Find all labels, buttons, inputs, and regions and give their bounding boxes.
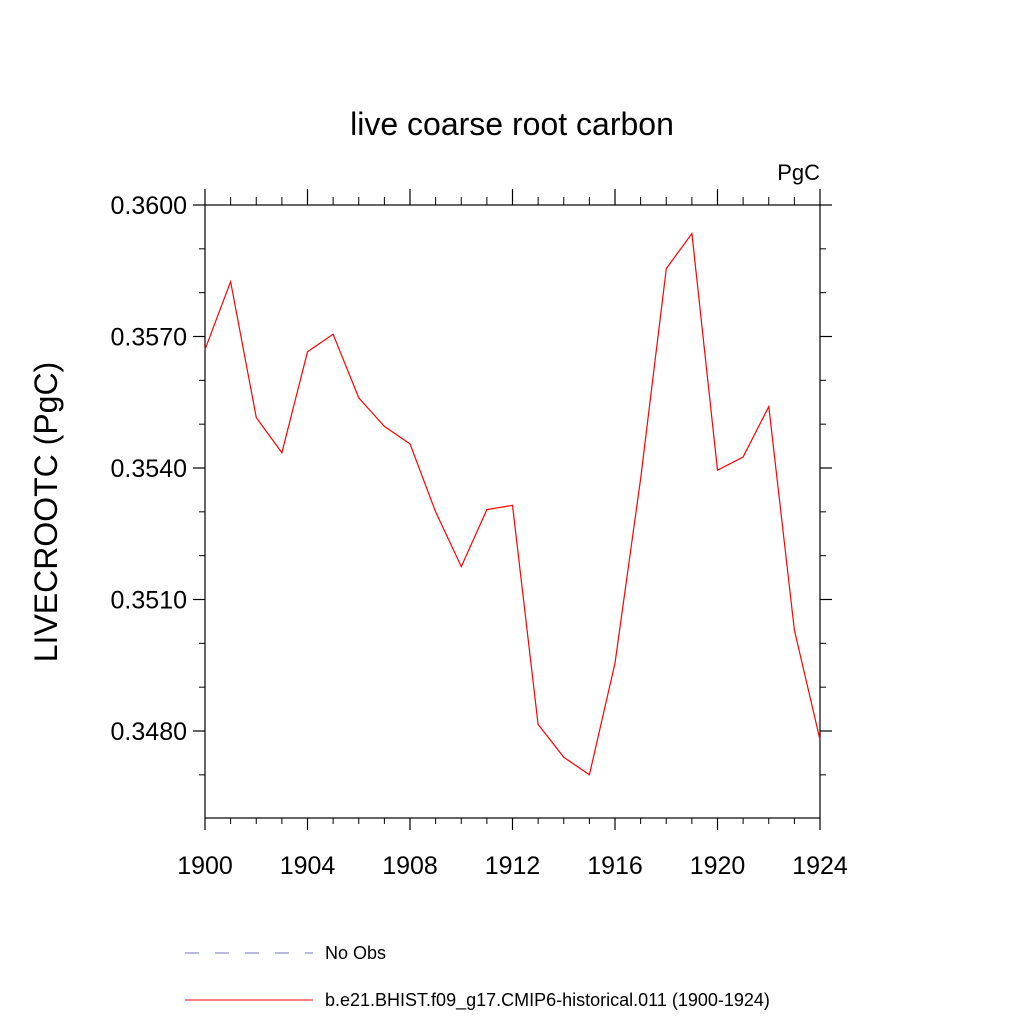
x-tick-label: 1912: [485, 852, 541, 880]
y-tick-label: 0.3510: [111, 587, 187, 615]
legend: No Obs b.e21.BHIST.f09_g17.CMIP6-historic…: [185, 943, 770, 1011]
x-tick-label: 1908: [382, 852, 438, 880]
series-layer: [204, 231, 821, 776]
legend-label: No Obs: [325, 943, 386, 963]
axes: 0.3480 0.3510 0.3540 0.3570 0.3600 1900 1904 19…: [111, 189, 848, 880]
units-label: PgC: [777, 160, 820, 185]
series-line: [204, 231, 821, 776]
x-tick-label: 1916: [587, 852, 643, 880]
plot-frame: [204, 204, 821, 819]
y-tick-label: 0.3600: [111, 192, 187, 220]
x-tick-label: 1904: [280, 852, 336, 880]
y-tick-label: 0.3540: [111, 455, 187, 483]
y-tick-label: 0.3480: [111, 718, 187, 746]
y-axis-label: LIVECROOTC (PgC): [28, 362, 64, 662]
legend-label: b.e21.BHIST.f09_g17.CMIP6-historical.011…: [325, 990, 770, 1011]
chart-title: live coarse root carbon: [350, 106, 674, 142]
x-tick-label: 1924: [792, 852, 848, 880]
y-tick-label: 0.3570: [111, 324, 187, 352]
x-tick-label: 1900: [177, 852, 233, 880]
x-tick-label: 1920: [690, 852, 746, 880]
